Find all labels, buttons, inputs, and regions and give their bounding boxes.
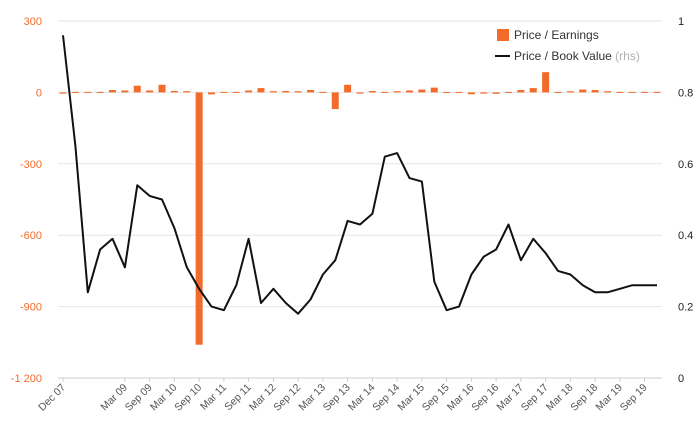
legend: Price / Earnings Price / Book Value (rhs…: [495, 28, 640, 63]
pe-bars: [59, 72, 661, 345]
pe-bar: [331, 92, 339, 110]
pe-bar: [604, 91, 611, 93]
x-tick-label: Sep 16: [469, 382, 501, 414]
x-tick-label: Sep 15: [420, 382, 452, 414]
right-tick-label: 0.6: [678, 159, 693, 171]
pe-bar: [628, 91, 636, 93]
pe-bar: [146, 90, 154, 93]
pe-bar: [406, 90, 413, 93]
x-tick-label: Dec 07: [36, 382, 68, 414]
pe-bar: [133, 85, 141, 93]
legend-bar-label: Price / Earnings: [514, 28, 599, 42]
x-tick-label: Sep 17: [519, 382, 551, 414]
pe-bar: [71, 91, 79, 93]
legend-line-label: Price / Book Value (rhs): [514, 49, 640, 63]
x-tick-label: Sep 10: [172, 382, 204, 414]
pe-bar: [195, 92, 203, 345]
pe-bar: [418, 89, 426, 93]
pe-bar: [319, 91, 327, 93]
pbv-line-group: [62, 35, 657, 315]
pe-bar: [84, 91, 92, 93]
pe-bar: [381, 91, 389, 93]
left-axis: 300 0 -300 -600 -900 -1 200: [11, 16, 42, 385]
pe-bar: [232, 91, 240, 93]
pe-bar: [641, 91, 649, 93]
pe-bar: [542, 72, 550, 93]
x-tick-label: Sep 13: [321, 382, 353, 414]
pe-bar: [121, 90, 129, 93]
left-tick-label: 0: [36, 87, 42, 99]
pe-bar: [566, 91, 574, 93]
right-tick-label: 0.4: [678, 230, 693, 242]
pe-bar: [505, 91, 512, 93]
pe-bar: [294, 91, 302, 93]
left-tick-label: -300: [20, 159, 42, 171]
pe-bar: [269, 91, 277, 93]
pe-bar: [59, 92, 67, 94]
pe-bar: [257, 88, 265, 93]
pe-bar: [653, 91, 661, 93]
pe-bar: [517, 90, 525, 93]
right-tick-label: 0: [678, 373, 684, 385]
pe-bar: [467, 92, 475, 95]
pe-bar: [393, 91, 401, 93]
legend-line-text: Price / Book Value: [514, 49, 612, 63]
pe-bar: [554, 91, 562, 93]
right-tick-label: 1: [678, 16, 684, 28]
pe-bar: [591, 90, 599, 93]
pe-bar: [356, 92, 364, 94]
left-tick-label: 300: [24, 16, 42, 28]
pe-bar: [245, 90, 253, 93]
pe-bar: [170, 90, 178, 93]
right-axis: 1 0.8 0.6 0.4 0.2 0: [678, 16, 693, 385]
pe-bar: [307, 90, 314, 93]
pe-bar: [158, 84, 166, 93]
left-tick-label: -600: [20, 230, 42, 242]
pe-bar: [443, 91, 451, 93]
pe-bar: [368, 90, 376, 93]
gridlines: [58, 20, 662, 379]
legend-line-suffix: (rhs): [615, 49, 640, 63]
x-tick-label: Sep 14: [370, 382, 402, 414]
right-tick-label: 0.8: [678, 87, 693, 99]
pe-bar: [579, 89, 587, 93]
pbv-line: [62, 35, 657, 315]
x-tick-label: Sep 12: [271, 382, 303, 414]
pe-bar: [455, 91, 463, 93]
left-tick-label: -1 200: [11, 373, 42, 385]
pe-bar: [492, 92, 500, 94]
pe-bar: [96, 91, 104, 93]
x-tick-label: Sep 19: [618, 382, 650, 414]
x-tick-label: Sep 18: [568, 382, 600, 414]
pe-bar: [430, 87, 438, 93]
pe-bar: [282, 90, 290, 93]
legend-bar-swatch: [497, 29, 509, 41]
pe-bar: [616, 91, 624, 93]
pe-bar: [109, 90, 116, 93]
right-tick-label: 0.2: [678, 302, 693, 314]
left-tick-label: -900: [20, 302, 42, 314]
pe-bar: [480, 92, 488, 94]
pe-bar: [208, 92, 215, 95]
pe-bar: [344, 84, 352, 93]
pe-bar: [183, 91, 191, 93]
pe-bar: [220, 91, 228, 93]
x-tick-label: Sep 09: [123, 382, 155, 414]
pe-bar: [529, 88, 537, 93]
